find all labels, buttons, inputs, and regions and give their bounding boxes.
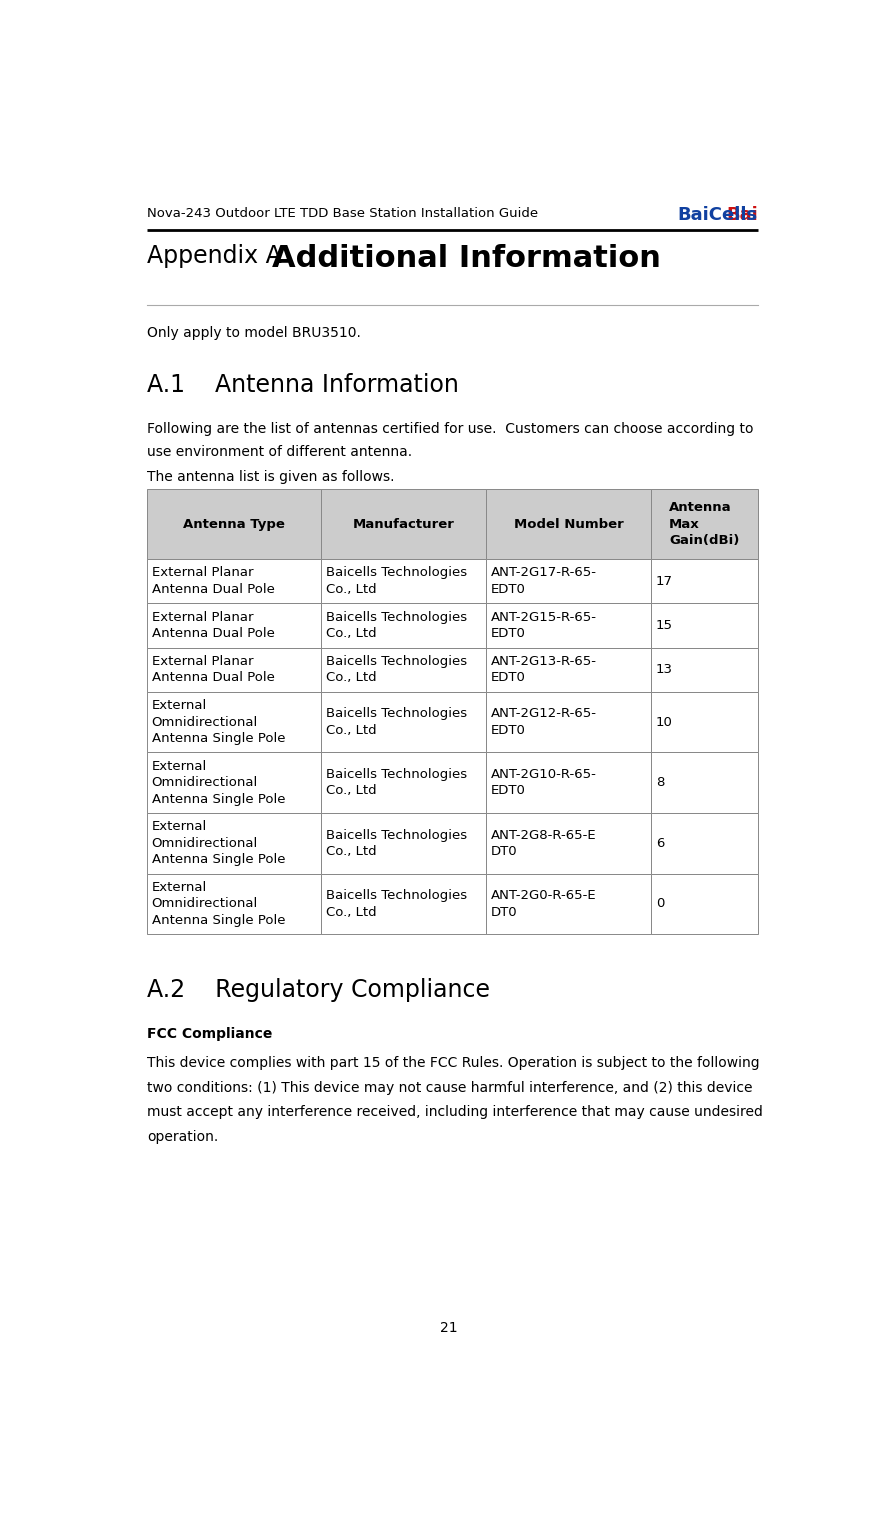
Text: two conditions: (1) This device may not cause harmful interference, and (2) this: two conditions: (1) This device may not … <box>147 1080 752 1095</box>
Bar <box>321 873 486 934</box>
Text: ANT-2G0-R-65-E
DT0: ANT-2G0-R-65-E DT0 <box>491 890 597 918</box>
Bar <box>321 752 486 812</box>
Text: 15: 15 <box>655 619 673 632</box>
Text: 10: 10 <box>655 716 673 729</box>
Text: ANT-2G15-R-65-
EDT0: ANT-2G15-R-65- EDT0 <box>491 611 597 640</box>
Bar <box>147 489 321 558</box>
Text: A.1    Antenna Information: A.1 Antenna Information <box>147 372 459 396</box>
Text: External Planar
Antenna Dual Pole: External Planar Antenna Dual Pole <box>152 655 274 684</box>
Bar <box>321 604 486 648</box>
Text: use environment of different antenna.: use environment of different antenna. <box>147 445 412 458</box>
Bar <box>486 752 651 812</box>
Text: The antenna list is given as follows.: The antenna list is given as follows. <box>147 471 394 484</box>
Text: ANT-2G8-R-65-E
DT0: ANT-2G8-R-65-E DT0 <box>491 829 597 858</box>
Bar <box>651 558 758 604</box>
Bar <box>651 604 758 648</box>
Bar <box>651 648 758 691</box>
Text: Manufacturer: Manufacturer <box>352 517 455 531</box>
Bar <box>486 489 651 558</box>
Text: BaiCells: BaiCells <box>678 206 758 224</box>
Bar <box>147 691 321 752</box>
Text: A.2    Regulatory Compliance: A.2 Regulatory Compliance <box>147 979 490 1003</box>
Text: must accept any interference received, including interference that may cause und: must accept any interference received, i… <box>147 1106 763 1120</box>
Text: External Planar
Antenna Dual Pole: External Planar Antenna Dual Pole <box>152 611 274 640</box>
Bar <box>486 648 651 691</box>
Bar <box>147 752 321 812</box>
Text: External
Omnidirectional
Antenna Single Pole: External Omnidirectional Antenna Single … <box>152 820 285 867</box>
Bar <box>147 873 321 934</box>
Text: External Planar
Antenna Dual Pole: External Planar Antenna Dual Pole <box>152 566 274 596</box>
Text: Antenna Type: Antenna Type <box>183 517 285 531</box>
Text: Baicells Technologies
Co., Ltd: Baicells Technologies Co., Ltd <box>326 829 467 858</box>
Bar <box>486 873 651 934</box>
Text: ANT-2G13-R-65-
EDT0: ANT-2G13-R-65- EDT0 <box>491 655 597 684</box>
Text: FCC Compliance: FCC Compliance <box>147 1027 272 1041</box>
Text: Appendix A: Appendix A <box>147 245 281 268</box>
Text: 21: 21 <box>440 1321 458 1334</box>
Bar <box>651 489 758 558</box>
Text: 8: 8 <box>655 776 664 790</box>
Bar <box>651 691 758 752</box>
Bar <box>321 489 486 558</box>
Text: 0: 0 <box>655 897 664 911</box>
Text: Baicells Technologies
Co., Ltd: Baicells Technologies Co., Ltd <box>326 769 467 797</box>
Bar <box>321 648 486 691</box>
Bar <box>147 812 321 873</box>
Bar <box>651 812 758 873</box>
Text: Model Number: Model Number <box>513 517 624 531</box>
Bar <box>147 648 321 691</box>
Text: Baicells Technologies
Co., Ltd: Baicells Technologies Co., Ltd <box>326 611 467 640</box>
Bar <box>321 812 486 873</box>
Text: Bai: Bai <box>726 206 758 224</box>
Text: 17: 17 <box>655 575 673 587</box>
Bar <box>486 604 651 648</box>
Bar <box>651 873 758 934</box>
Text: Baicells Technologies
Co., Ltd: Baicells Technologies Co., Ltd <box>326 655 467 684</box>
Text: 6: 6 <box>655 837 664 850</box>
Bar <box>147 558 321 604</box>
Text: Baicells Technologies
Co., Ltd: Baicells Technologies Co., Ltd <box>326 566 467 596</box>
Text: Additional Information: Additional Information <box>272 245 661 274</box>
Text: ANT-2G17-R-65-
EDT0: ANT-2G17-R-65- EDT0 <box>491 566 597 596</box>
Text: ANT-2G12-R-65-
EDT0: ANT-2G12-R-65- EDT0 <box>491 708 597 737</box>
Text: ANT-2G10-R-65-
EDT0: ANT-2G10-R-65- EDT0 <box>491 769 597 797</box>
Bar <box>486 691 651 752</box>
Bar <box>321 691 486 752</box>
Bar <box>651 752 758 812</box>
Text: Only apply to model BRU3510.: Only apply to model BRU3510. <box>147 325 361 340</box>
Text: External
Omnidirectional
Antenna Single Pole: External Omnidirectional Antenna Single … <box>152 760 285 806</box>
Text: This device complies with part 15 of the FCC Rules. Operation is subject to the : This device complies with part 15 of the… <box>147 1056 759 1071</box>
Text: Baicells Technologies
Co., Ltd: Baicells Technologies Co., Ltd <box>326 890 467 918</box>
Text: operation.: operation. <box>147 1130 218 1144</box>
Bar <box>147 604 321 648</box>
Bar <box>321 558 486 604</box>
Text: 13: 13 <box>655 663 673 676</box>
Text: Nova-243 Outdoor LTE TDD Base Station Installation Guide: Nova-243 Outdoor LTE TDD Base Station In… <box>147 207 538 221</box>
Bar <box>486 558 651 604</box>
Text: Antenna
Max
Gain(dBi): Antenna Max Gain(dBi) <box>669 501 739 548</box>
Text: External
Omnidirectional
Antenna Single Pole: External Omnidirectional Antenna Single … <box>152 699 285 744</box>
Text: Following are the list of antennas certified for use.  Customers can choose acco: Following are the list of antennas certi… <box>147 422 753 436</box>
Bar <box>486 812 651 873</box>
Text: External
Omnidirectional
Antenna Single Pole: External Omnidirectional Antenna Single … <box>152 881 285 927</box>
Text: Baicells Technologies
Co., Ltd: Baicells Technologies Co., Ltd <box>326 708 467 737</box>
